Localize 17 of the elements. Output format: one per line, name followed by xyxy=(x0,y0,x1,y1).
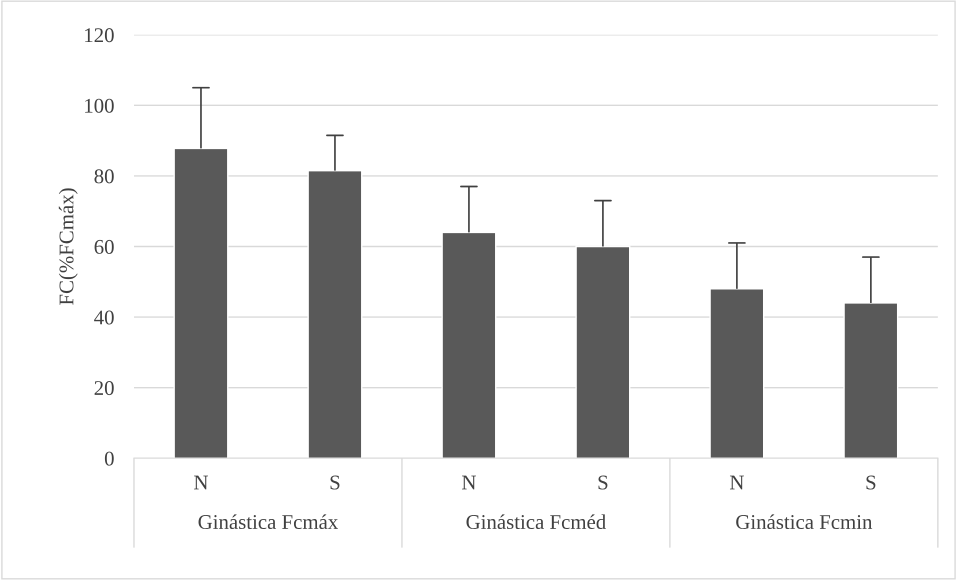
y-tick-label: 20 xyxy=(94,381,114,396)
y-tick-label: 120 xyxy=(85,28,114,42)
x-tick-label: N xyxy=(194,476,208,490)
x-tick-label: S xyxy=(598,476,608,490)
y-axis-title: FC(%FCmáx) xyxy=(58,188,78,305)
x-tick-label: S xyxy=(330,476,340,490)
text: Ginástica Fcmin xyxy=(736,514,872,530)
y-tick-label: 80 xyxy=(94,169,114,184)
x-tick-label: N xyxy=(730,476,744,490)
y-tick-label: 100 xyxy=(85,98,114,113)
text: Ginástica Fcmáx xyxy=(198,514,338,530)
text: Ginástica Fcméd xyxy=(466,514,606,530)
x-tick-label: S xyxy=(866,476,876,490)
x-tick-label: N xyxy=(462,476,476,490)
y-tick-label: 0 xyxy=(104,452,114,466)
y-tick-label: 40 xyxy=(94,310,114,324)
y-tick-label: 60 xyxy=(94,240,114,254)
